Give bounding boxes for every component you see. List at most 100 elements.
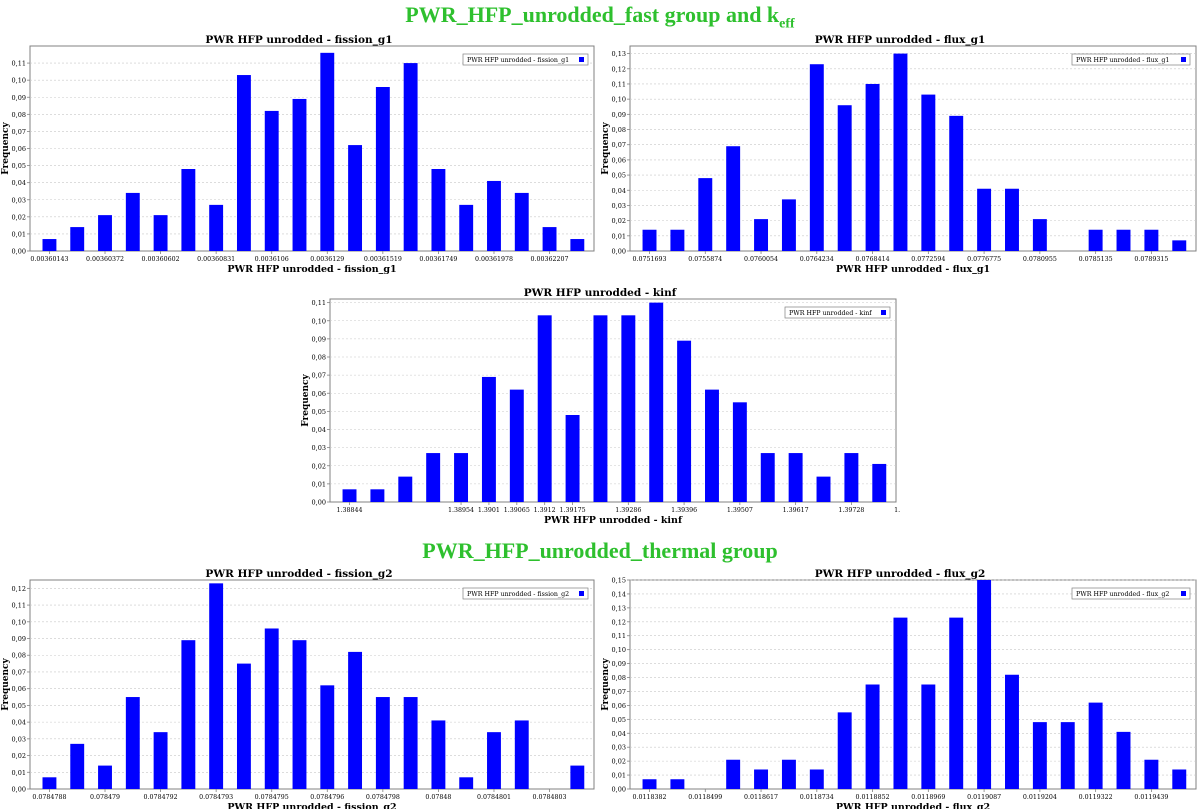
chart-fission-g2-svg: PWR HFP unrodded - fission_g2 0,00 0,01 0,0…: [1, 568, 595, 809]
chart-fission-g1-title: PWR HFP unrodded - fission_g1: [205, 34, 392, 47]
chart-kinf-xtick-label: 1.39728: [838, 507, 864, 514]
chart-flux-g2-bar: [754, 769, 769, 789]
chart-kinf-svg: PWR HFP unrodded - kinf 0,00 0,01 0,02 0,03 0…: [301, 287, 900, 526]
chart-flux-g1-bar: [1116, 229, 1131, 251]
chart-flux-g2-bar: [1060, 722, 1075, 789]
chart-fission-g2-bar: [209, 583, 224, 789]
chart-flux-g1-bar: [1032, 219, 1047, 251]
chart-flux-g2-ytick-label: 0,08: [612, 674, 626, 682]
chart-flux-g1-bar: [1005, 188, 1019, 251]
chart-fission-g2-bar: [431, 720, 446, 789]
chart-flux-g2-ytick-label: 0,07: [612, 688, 626, 696]
chart-kinf-ytick-label: 0,09: [312, 335, 326, 343]
chart-flux-g1-ytick-label: 0,13: [612, 50, 626, 58]
chart-kinf-bar: [565, 415, 580, 502]
chart-kinf-plot-area: [329, 298, 897, 503]
chart-flux-g2-xtick-label: 0.0118734: [800, 794, 834, 801]
chart-kinf-bar: [677, 340, 692, 502]
chart-fission-g1-bar: [70, 227, 85, 251]
chart-flux-g1-bar: [754, 219, 769, 251]
chart-fission-g2-xtick-label: 0.07848: [425, 794, 451, 801]
chart-flux-g1-ytick-label: 0,00: [612, 248, 626, 256]
chart-flux-g2-ytick-label: 0,15: [612, 577, 626, 585]
chart-fission-g1-ylabel: Frequency: [1, 121, 11, 174]
chart-flux-g1-bar: [921, 94, 936, 251]
chart-kinf-ytick-label: 0,07: [312, 372, 326, 380]
chart-fission-g2-bar: [98, 765, 112, 789]
chart-fission-g2-bar: [487, 732, 501, 789]
chart-kinf-xtick-label: 1.38844: [336, 507, 362, 514]
chart-fission-g2-xtick-label: 0.0784792: [144, 794, 178, 801]
chart-kinf-ytick-label: 0,11: [312, 299, 326, 307]
chart-fission-g1-legend-label: PWR HFP unrodded - fission_g1: [467, 57, 569, 64]
chart-flux-g1-bar: [781, 199, 796, 251]
chart-fission-g2-ytick-label: 0,00: [12, 786, 26, 794]
chart-fission-g1-bar: [403, 63, 418, 251]
chart-kinf-xtick-label: 1.3912: [534, 507, 556, 514]
chart-fission-g1-bar: [459, 204, 474, 251]
chart-flux-g2-ytick-label: 0,14: [612, 590, 626, 598]
chart-flux-g1-ytick-label: 0,02: [612, 217, 626, 225]
chart-flux-g2-xtick-label: 0.0118499: [688, 794, 722, 801]
chart-fission-g1-ytick-label: 0,00: [12, 248, 26, 256]
chart-kinf-legend-swatch: [881, 310, 886, 315]
chart-fission-g1-ytick-label: 0,03: [12, 196, 26, 204]
chart-flux-g1-bar: [809, 64, 824, 251]
chart-flux-g1-ytick-label: 0,06: [612, 156, 626, 164]
chart-kinf-ytick-label: 0,04: [312, 426, 326, 434]
chart-flux-g2-bar: [809, 769, 824, 789]
chart-fission-g1-ytick-label: 0,01: [12, 230, 26, 238]
chart-fission-g2-ytick-label: 0,02: [12, 752, 26, 760]
chart-flux-g1-bar: [893, 53, 908, 251]
chart-fission-g1: PWR HFP unrodded - fission_g1 0,00 0,01 0,0…: [0, 32, 598, 280]
chart-kinf-bar: [454, 453, 469, 502]
chart-fission-g1-bar: [431, 169, 446, 251]
chart-kinf-xlabel: PWR HFP unrodded - kinf: [544, 515, 683, 526]
chart-fission-g1-ytick-label: 0,10: [12, 77, 26, 85]
chart-flux-g2-bar: [1144, 759, 1159, 789]
chart-fission-g2-xtick-label: 0.078479: [90, 794, 120, 801]
chart-fission-g2-plot-area: [29, 579, 595, 790]
chart-flux-g2-legend-swatch: [1181, 591, 1186, 596]
chart-fission-g1-bar: [570, 239, 585, 251]
chart-fission-g2-xtick-label: 0.0784793: [199, 794, 233, 801]
chart-flux-g1-xtick-label: 0.0764234: [800, 256, 834, 263]
chart-fission-g2-xtick-label: 0.0784801: [477, 794, 511, 801]
chart-fission-g2-legend-swatch: [579, 591, 584, 596]
chart-flux-g2-ytick-label: 0,01: [612, 772, 626, 780]
chart-flux-g1-xtick-label: 0.0772594: [911, 256, 945, 263]
chart-flux-g2-ytick-label: 0,12: [612, 618, 626, 626]
chart-flux-g1-legend-swatch: [1181, 57, 1186, 62]
chart-flux-g1-bar: [1088, 229, 1103, 251]
chart-kinf-bar: [816, 476, 831, 502]
chart-fission-g2-bar: [348, 651, 363, 789]
chart-flux-g1-xlabel: PWR HFP unrodded - flux_g1: [836, 264, 990, 275]
chart-fission-g2-legend-box: [462, 587, 589, 600]
chart-fission-g1-bar: [320, 52, 335, 251]
chart-fission-g1-xtick-label: 0.00360602: [142, 256, 180, 263]
chart-flux-g1-xtick-label: 0.0780955: [1023, 256, 1057, 263]
chart-flux-g1-bar: [977, 188, 992, 251]
chart-flux-g2-ytick-label: 0,02: [612, 758, 626, 766]
chart-kinf-xtick-label: 1.39286: [615, 507, 641, 514]
chart-flux-g1-ytick-label: 0,10: [612, 96, 626, 104]
chart-flux-g1-xtick-label: 0.0768414: [856, 256, 890, 263]
chart-flux-g1-ylabel: Frequency: [601, 121, 611, 174]
chart-fission-g2-xlabel: PWR HFP unrodded - fission_g2: [227, 802, 396, 809]
chart-flux-g1-ytick-label: 0,08: [612, 126, 626, 134]
chart-flux-g1-ytick-label: 0,07: [612, 141, 626, 149]
thermal-group-section-title: PWR_HFP_unrodded_thermal group: [0, 538, 1200, 564]
chart-fission-g1-ytick-label: 0,08: [12, 111, 26, 119]
chart-flux-g2-ytick-label: 0,06: [612, 702, 626, 710]
chart-kinf-bar: [760, 453, 775, 502]
chart-kinf-xtick-label: 1.3901: [478, 507, 500, 514]
chart-flux-g2-bar: [1032, 722, 1047, 789]
chart-fission-g1-xtick-label: 0.00361749: [419, 256, 457, 263]
chart-kinf-title: PWR HFP unrodded - kinf: [524, 287, 678, 299]
chart-fission-g1-ytick-label: 0,02: [12, 213, 26, 221]
chart-flux-g2-ytick-label: 0,13: [612, 604, 626, 612]
chart-flux-g2-bar: [949, 617, 964, 789]
chart-flux-g1-xtick-label: 0.0785135: [1079, 256, 1113, 263]
chart-fission-g2-ytick-label: 0,06: [12, 685, 26, 693]
chart-fission-g1-bar: [292, 98, 307, 251]
